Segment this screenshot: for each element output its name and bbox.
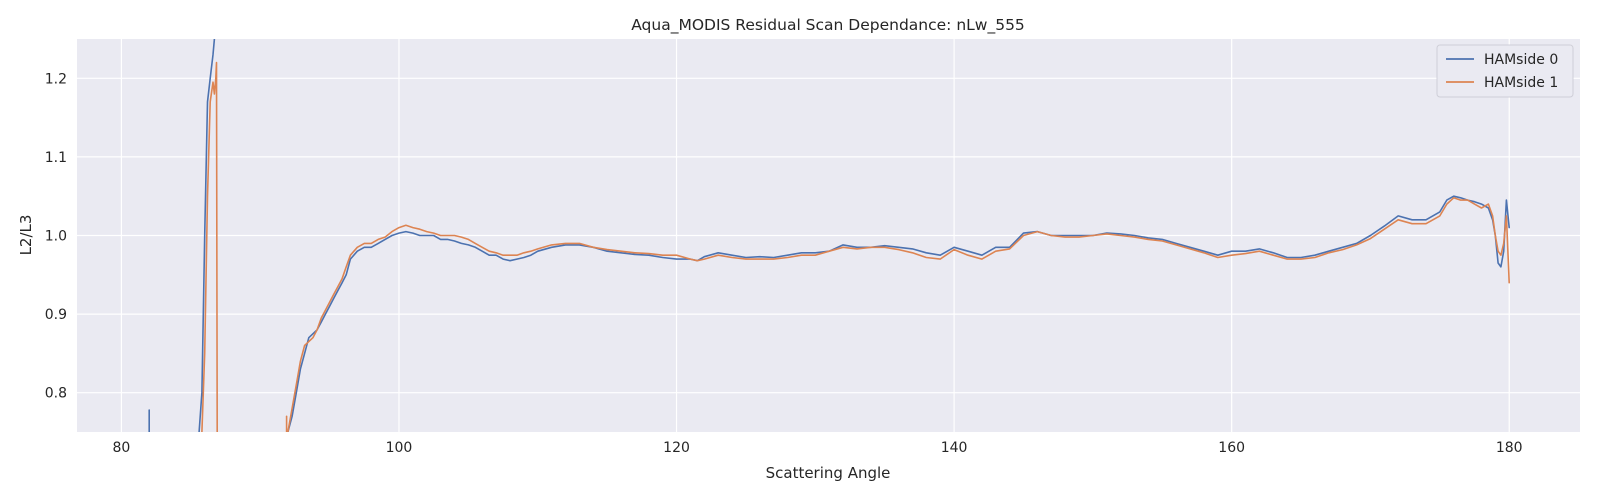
series-line-hamside-0 [198,39,216,432]
grid [77,39,1580,432]
y-axis-label: L2/L3 [17,215,35,256]
y-tick-label: 0.9 [45,307,67,323]
y-tick-labels: 0.8 0.9 1.0 1.1 1.2 [45,71,67,401]
y-tick-label: 1.2 [45,71,67,87]
legend-box [1436,44,1574,98]
x-tick-labels: 80 100 120 140 160 180 [112,440,1522,456]
series-layer [148,39,1510,432]
x-tick-label: 100 [386,440,413,456]
legend-label-hamside-0: HAMside 0 [1484,52,1558,68]
x-tick-label: 120 [663,440,690,456]
x-tick-label: 140 [941,440,968,456]
x-axis-label: Scattering Angle [766,464,891,482]
series-line-hamside-0 [287,195,1510,432]
legend-label-hamside-1: HAMside 1 [1484,75,1558,91]
x-tick-label: 160 [1218,440,1245,456]
series-line-hamside-1 [287,197,1510,432]
x-tick-label: 180 [1496,440,1523,456]
y-tick-label: 1.1 [45,150,67,166]
series-line-hamside-1 [201,61,218,432]
chart-title: Aqua_MODIS Residual Scan Dependance: nLw… [631,16,1025,35]
y-tick-label: 0.8 [45,386,67,402]
x-tick-label: 80 [112,440,130,456]
y-tick-label: 1.0 [45,229,67,245]
legend: HAMside 0 HAMside 1 [1436,44,1574,98]
